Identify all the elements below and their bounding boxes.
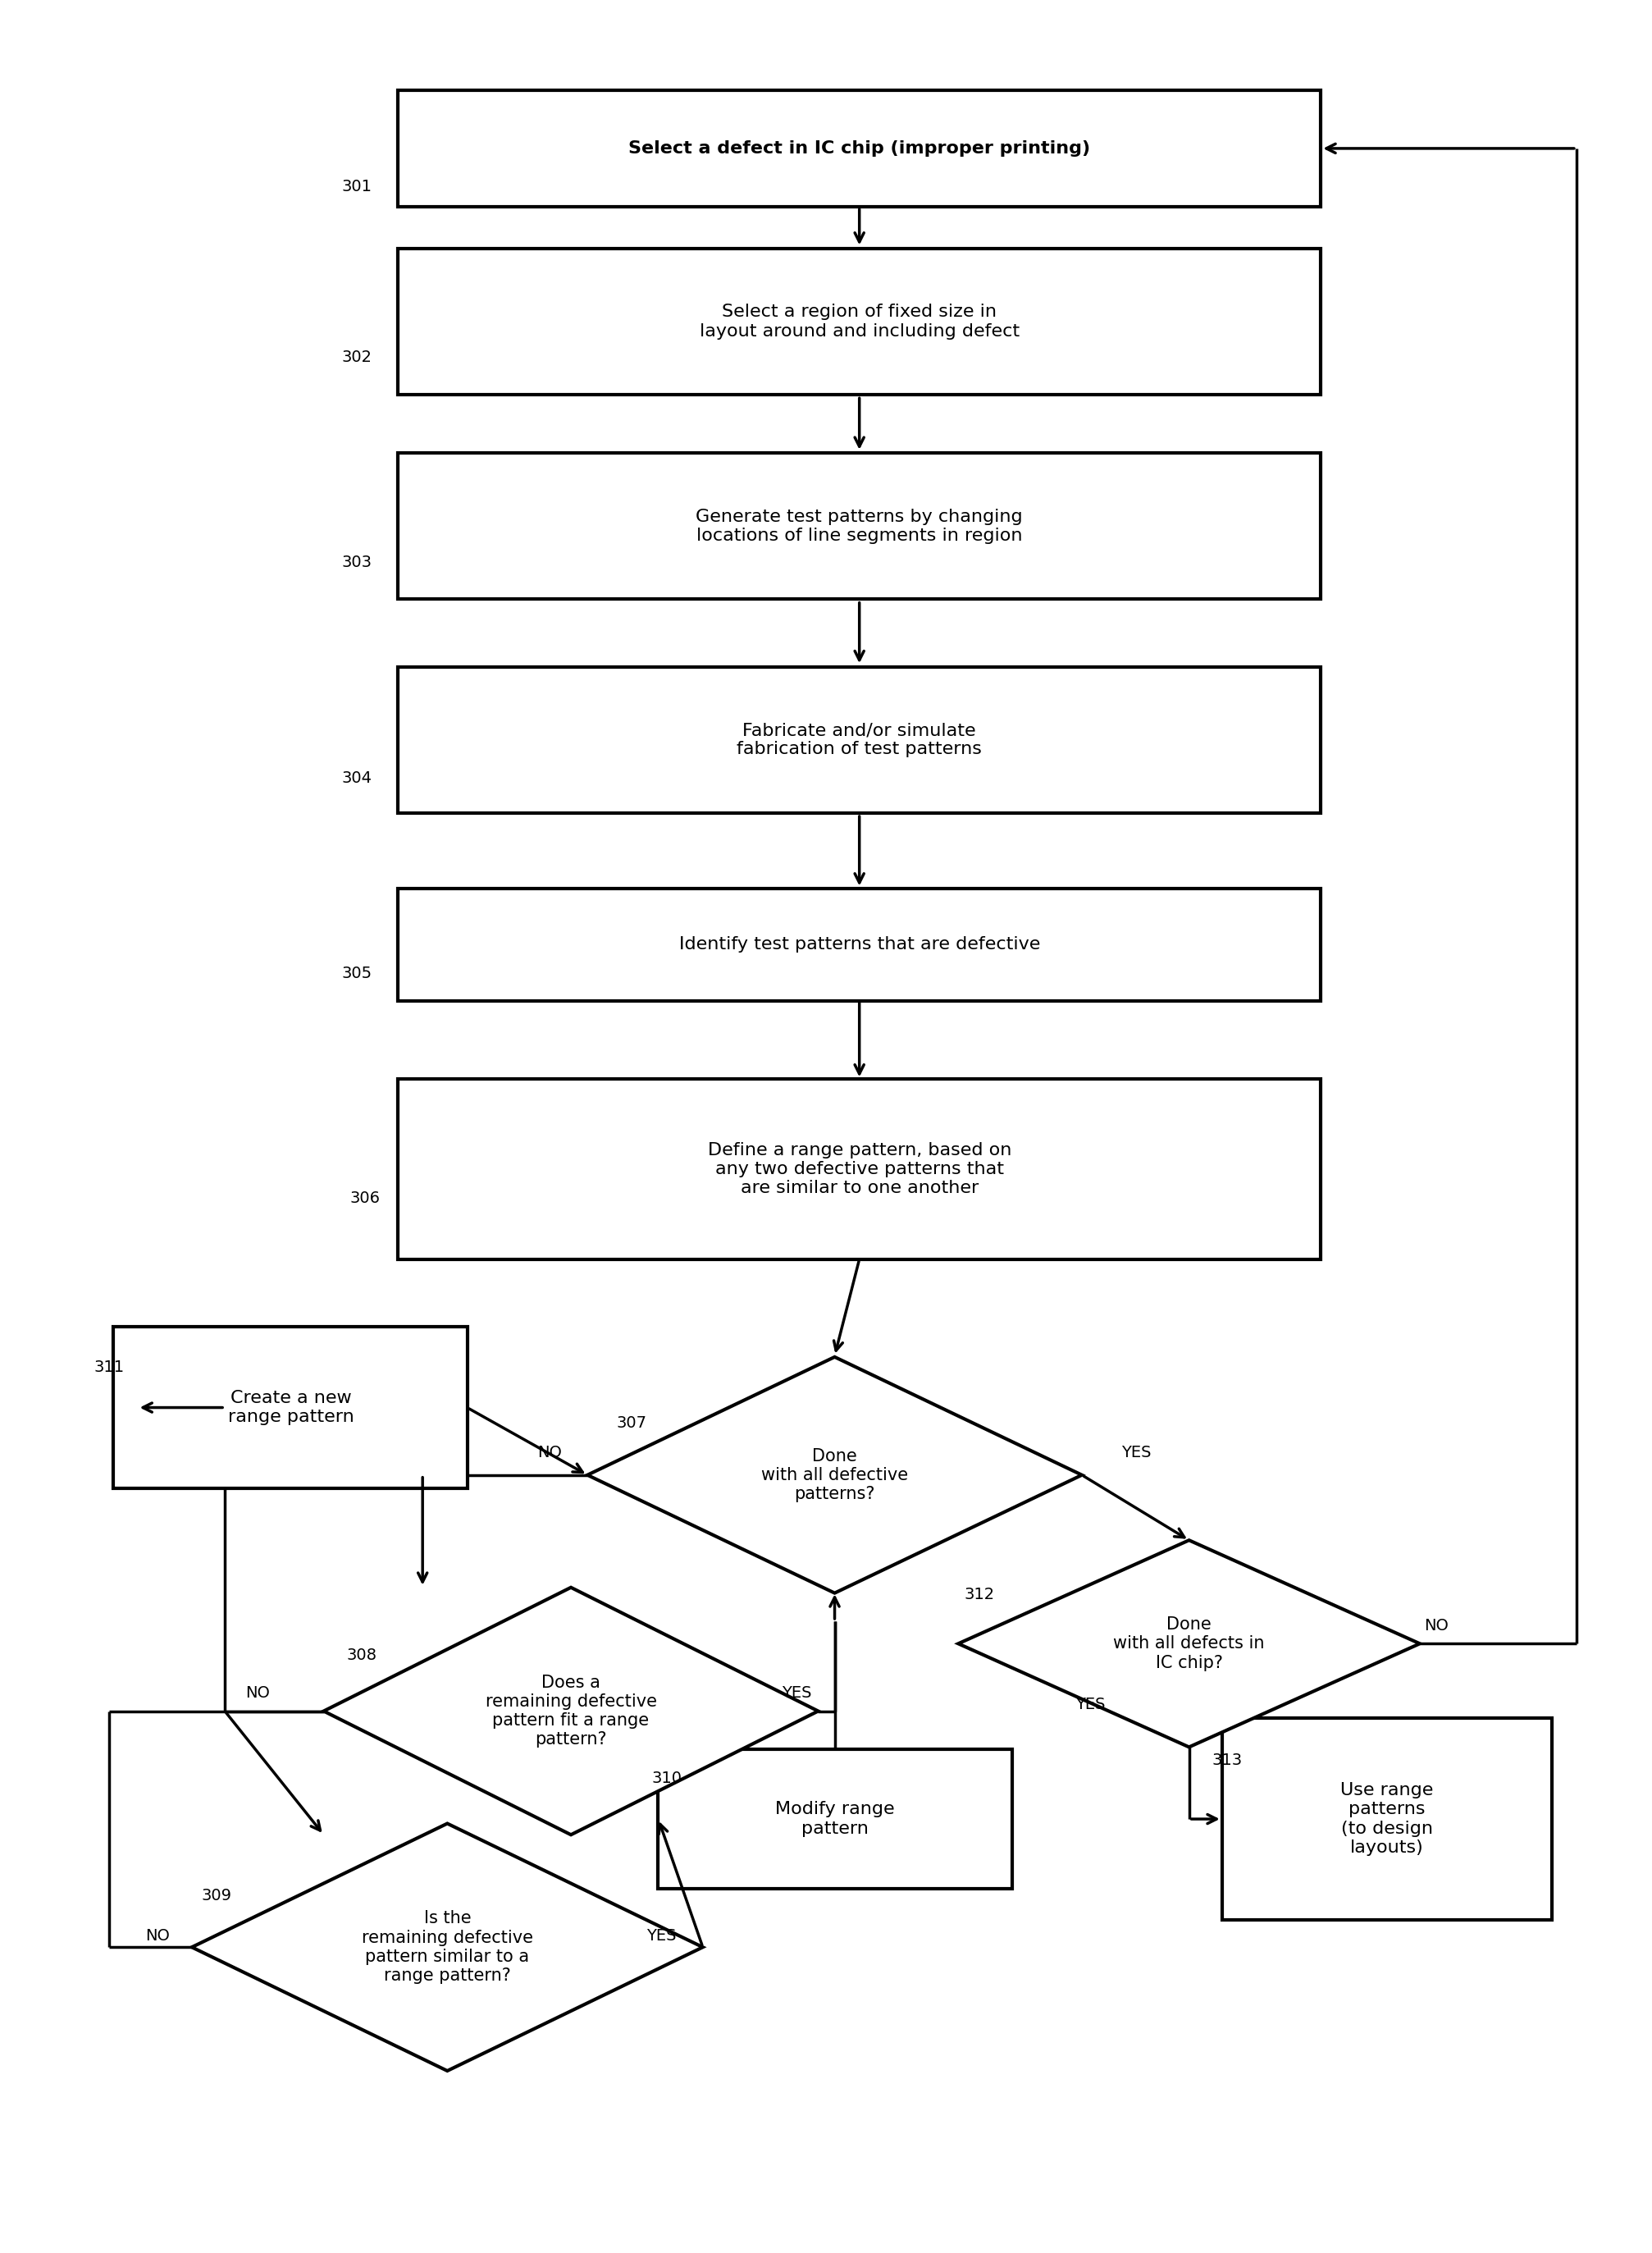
FancyBboxPatch shape bbox=[114, 1327, 468, 1489]
Text: YES: YES bbox=[1075, 1697, 1105, 1712]
Text: 301: 301 bbox=[342, 178, 372, 194]
Text: 307: 307 bbox=[616, 1415, 648, 1431]
FancyBboxPatch shape bbox=[398, 248, 1320, 394]
Text: Select a region of fixed size in
layout around and including defect: Select a region of fixed size in layout … bbox=[699, 304, 1019, 340]
Text: 303: 303 bbox=[342, 554, 372, 570]
FancyBboxPatch shape bbox=[398, 667, 1320, 813]
Text: NO: NO bbox=[1424, 1618, 1447, 1633]
Text: YES: YES bbox=[646, 1929, 676, 1944]
Text: Done
with all defects in
IC chip?: Done with all defects in IC chip? bbox=[1113, 1615, 1264, 1672]
FancyBboxPatch shape bbox=[657, 1748, 1011, 1888]
Text: Define a range pattern, based on
any two defective patterns that
are similar to : Define a range pattern, based on any two… bbox=[707, 1142, 1011, 1196]
FancyBboxPatch shape bbox=[398, 90, 1320, 207]
Text: Modify range
pattern: Modify range pattern bbox=[775, 1802, 894, 1836]
Text: 302: 302 bbox=[342, 349, 372, 365]
Text: Done
with all defective
patterns?: Done with all defective patterns? bbox=[762, 1449, 907, 1503]
Text: NO: NO bbox=[145, 1929, 170, 1944]
Text: Fabricate and/or simulate
fabrication of test patterns: Fabricate and/or simulate fabrication of… bbox=[737, 721, 981, 757]
Text: NO: NO bbox=[246, 1685, 269, 1701]
Text: Does a
remaining defective
pattern fit a range
pattern?: Does a remaining defective pattern fit a… bbox=[486, 1674, 656, 1748]
Text: 306: 306 bbox=[350, 1190, 380, 1205]
Text: NO: NO bbox=[537, 1444, 562, 1460]
FancyBboxPatch shape bbox=[1221, 1717, 1551, 1920]
Text: 305: 305 bbox=[342, 967, 372, 982]
Text: 304: 304 bbox=[342, 771, 372, 786]
FancyBboxPatch shape bbox=[398, 888, 1320, 1000]
Polygon shape bbox=[586, 1356, 1082, 1593]
Text: 308: 308 bbox=[347, 1647, 377, 1663]
Text: Use range
patterns
(to design
layouts): Use range patterns (to design layouts) bbox=[1340, 1782, 1432, 1856]
Text: Create a new
range pattern: Create a new range pattern bbox=[228, 1390, 354, 1426]
Text: Identify test patterns that are defective: Identify test patterns that are defectiv… bbox=[679, 937, 1039, 953]
FancyBboxPatch shape bbox=[398, 1079, 1320, 1259]
Text: 311: 311 bbox=[94, 1359, 124, 1374]
FancyBboxPatch shape bbox=[398, 453, 1320, 599]
Text: YES: YES bbox=[781, 1685, 811, 1701]
Polygon shape bbox=[958, 1541, 1419, 1746]
Text: 313: 313 bbox=[1211, 1753, 1242, 1769]
Text: YES: YES bbox=[1120, 1444, 1151, 1460]
Text: 310: 310 bbox=[651, 1771, 681, 1787]
Text: 309: 309 bbox=[202, 1888, 231, 1904]
Polygon shape bbox=[324, 1588, 818, 1834]
Text: Select a defect in IC chip (improper printing): Select a defect in IC chip (improper pri… bbox=[628, 140, 1090, 158]
Text: Is the
remaining defective
pattern similar to a
range pattern?: Is the remaining defective pattern simil… bbox=[362, 1911, 532, 1985]
Text: Generate test patterns by changing
locations of line segments in region: Generate test patterns by changing locat… bbox=[695, 509, 1023, 543]
Polygon shape bbox=[192, 1823, 702, 2071]
Text: 312: 312 bbox=[965, 1586, 995, 1602]
